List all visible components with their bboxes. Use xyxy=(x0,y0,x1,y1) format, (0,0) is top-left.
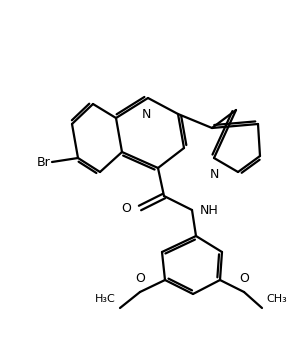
Text: Br: Br xyxy=(36,155,50,169)
Text: NH: NH xyxy=(200,203,219,217)
Text: O: O xyxy=(121,201,131,215)
Text: O: O xyxy=(239,272,249,285)
Text: H₃C: H₃C xyxy=(95,294,116,304)
Text: N: N xyxy=(141,108,151,121)
Text: N: N xyxy=(209,168,219,181)
Text: CH₃: CH₃ xyxy=(266,294,287,304)
Text: O: O xyxy=(135,272,145,285)
